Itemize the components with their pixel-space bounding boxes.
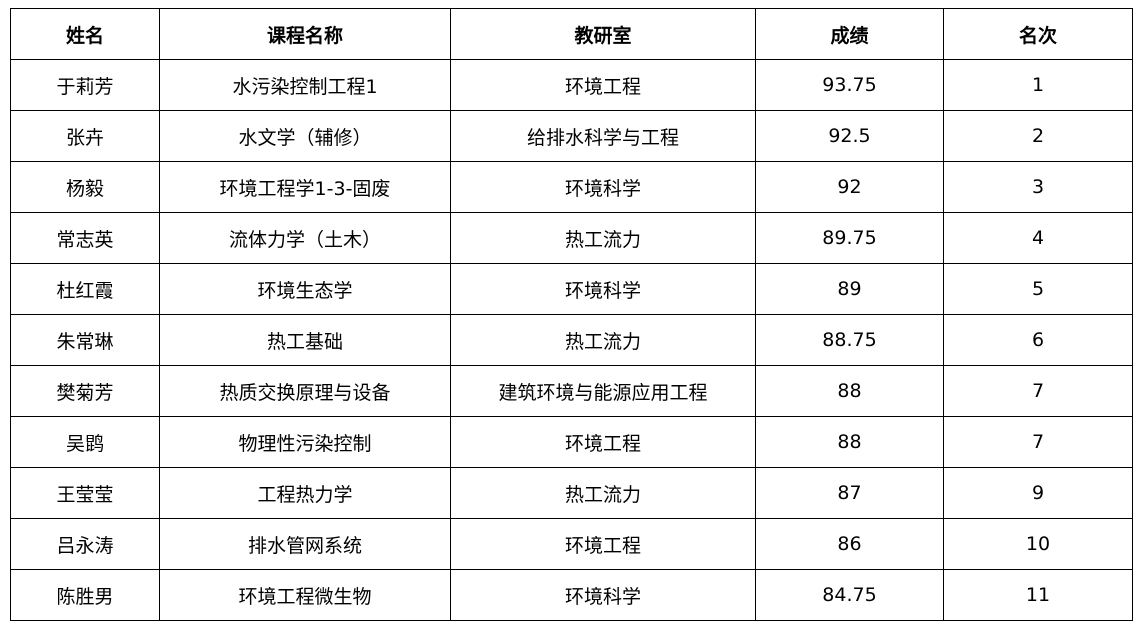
cell-rank: 2 bbox=[943, 110, 1133, 162]
cell-name: 常志英 bbox=[10, 212, 160, 264]
cell-course: 热质交换原理与设备 bbox=[159, 365, 451, 417]
cell-name: 杜红霞 bbox=[10, 263, 160, 315]
cell-department: 建筑环境与能源应用工程 bbox=[450, 365, 756, 417]
header-row: 姓名 课程名称 教研室 成绩 名次 bbox=[10, 8, 1133, 60]
cell-rank: 1 bbox=[943, 59, 1133, 111]
header-department: 教研室 bbox=[450, 8, 756, 60]
cell-name: 吴鹍 bbox=[10, 416, 160, 468]
header-rank: 名次 bbox=[943, 8, 1133, 60]
cell-department: 环境工程 bbox=[450, 518, 756, 570]
cell-score: 88 bbox=[755, 365, 944, 417]
cell-score: 92.5 bbox=[755, 110, 944, 162]
cell-department: 给排水科学与工程 bbox=[450, 110, 756, 162]
cell-name: 陈胜男 bbox=[10, 569, 160, 621]
cell-rank: 7 bbox=[943, 365, 1133, 417]
table-row: 吴鹍 物理性污染控制 环境工程 88 7 bbox=[10, 416, 1133, 468]
score-table: 姓名 课程名称 教研室 成绩 名次 于莉芳 水污染控制工程1 环境工程 93.75 1 张… bbox=[10, 8, 1133, 621]
table-row: 张卉 水文学（辅修） 给排水科学与工程 92.5 2 bbox=[10, 110, 1133, 162]
table-row: 樊菊芳 热质交换原理与设备 建筑环境与能源应用工程 88 7 bbox=[10, 365, 1133, 417]
cell-name: 王莹莹 bbox=[10, 467, 160, 519]
cell-score: 86 bbox=[755, 518, 944, 570]
cell-department: 热工流力 bbox=[450, 467, 756, 519]
table-row: 常志英 流体力学（土木） 热工流力 89.75 4 bbox=[10, 212, 1133, 264]
cell-course: 环境工程微生物 bbox=[159, 569, 451, 621]
cell-department: 环境科学 bbox=[450, 263, 756, 315]
cell-course: 流体力学（土木） bbox=[159, 212, 451, 264]
table-row: 杨毅 环境工程学1-3-固废 环境科学 92 3 bbox=[10, 161, 1133, 213]
cell-department: 热工流力 bbox=[450, 212, 756, 264]
cell-department: 环境科学 bbox=[450, 569, 756, 621]
cell-score: 92 bbox=[755, 161, 944, 213]
cell-department: 环境工程 bbox=[450, 59, 756, 111]
cell-score: 89 bbox=[755, 263, 944, 315]
cell-course: 水污染控制工程1 bbox=[159, 59, 451, 111]
cell-course: 水文学（辅修） bbox=[159, 110, 451, 162]
cell-rank: 6 bbox=[943, 314, 1133, 366]
cell-rank: 10 bbox=[943, 518, 1133, 570]
cell-score: 88.75 bbox=[755, 314, 944, 366]
table-row: 于莉芳 水污染控制工程1 环境工程 93.75 1 bbox=[10, 59, 1133, 111]
cell-score: 84.75 bbox=[755, 569, 944, 621]
table-row: 吕永涛 排水管网系统 环境工程 86 10 bbox=[10, 518, 1133, 570]
cell-course: 物理性污染控制 bbox=[159, 416, 451, 468]
cell-score: 87 bbox=[755, 467, 944, 519]
cell-score: 93.75 bbox=[755, 59, 944, 111]
cell-name: 朱常琳 bbox=[10, 314, 160, 366]
table-row: 陈胜男 环境工程微生物 环境科学 84.75 11 bbox=[10, 569, 1133, 621]
cell-rank: 5 bbox=[943, 263, 1133, 315]
table-row: 杜红霞 环境生态学 环境科学 89 5 bbox=[10, 263, 1133, 315]
cell-score: 88 bbox=[755, 416, 944, 468]
cell-course: 热工基础 bbox=[159, 314, 451, 366]
cell-rank: 9 bbox=[943, 467, 1133, 519]
cell-rank: 3 bbox=[943, 161, 1133, 213]
cell-name: 杨毅 bbox=[10, 161, 160, 213]
cell-department: 环境工程 bbox=[450, 416, 756, 468]
cell-course: 工程热力学 bbox=[159, 467, 451, 519]
cell-department: 热工流力 bbox=[450, 314, 756, 366]
cell-course: 环境工程学1-3-固废 bbox=[159, 161, 451, 213]
cell-name: 张卉 bbox=[10, 110, 160, 162]
table-row: 王莹莹 工程热力学 热工流力 87 9 bbox=[10, 467, 1133, 519]
cell-rank: 4 bbox=[943, 212, 1133, 264]
cell-rank: 7 bbox=[943, 416, 1133, 468]
header-name: 姓名 bbox=[10, 8, 160, 60]
cell-department: 环境科学 bbox=[450, 161, 756, 213]
cell-name: 吕永涛 bbox=[10, 518, 160, 570]
cell-name: 樊菊芳 bbox=[10, 365, 160, 417]
cell-name: 于莉芳 bbox=[10, 59, 160, 111]
cell-course: 排水管网系统 bbox=[159, 518, 451, 570]
cell-rank: 11 bbox=[943, 569, 1133, 621]
cell-course: 环境生态学 bbox=[159, 263, 451, 315]
header-course: 课程名称 bbox=[159, 8, 451, 60]
header-score: 成绩 bbox=[755, 8, 944, 60]
table-row: 朱常琳 热工基础 热工流力 88.75 6 bbox=[10, 314, 1133, 366]
cell-score: 89.75 bbox=[755, 212, 944, 264]
